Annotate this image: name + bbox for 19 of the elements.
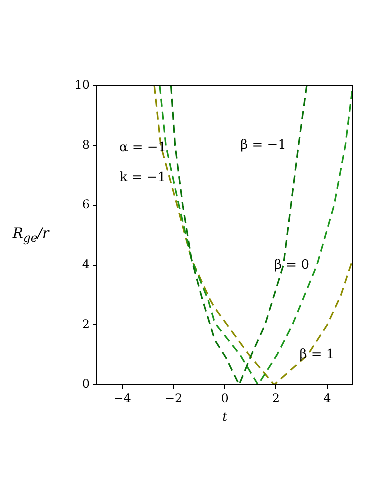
- x-tick-label: −2: [164, 391, 183, 406]
- annotation: k = −1: [120, 170, 166, 186]
- annotation: α = −1: [119, 140, 167, 156]
- series-label: β = 0: [274, 258, 310, 273]
- series-label: β = −1: [240, 138, 286, 154]
- y-tick-label: 2: [82, 317, 90, 332]
- y-tick-label: 0: [82, 377, 90, 392]
- y-tick-label: 8: [82, 138, 90, 152]
- line-series: [170, 86, 308, 385]
- x-tick-label: 4: [324, 391, 332, 406]
- x-tick-label: 0: [221, 391, 229, 406]
- y-axis-title: R$_{ge}$/r: [12, 226, 51, 245]
- x-axis-title: t: [222, 410, 228, 424]
- y-tick-label: 6: [82, 198, 90, 212]
- y-tick-label: 4: [82, 258, 90, 272]
- series-label: β = 1: [300, 347, 335, 362]
- x-tick-label: −4: [114, 391, 132, 406]
- x-tick-label: 2: [272, 391, 280, 406]
- y-tick-label: 10: [74, 78, 90, 92]
